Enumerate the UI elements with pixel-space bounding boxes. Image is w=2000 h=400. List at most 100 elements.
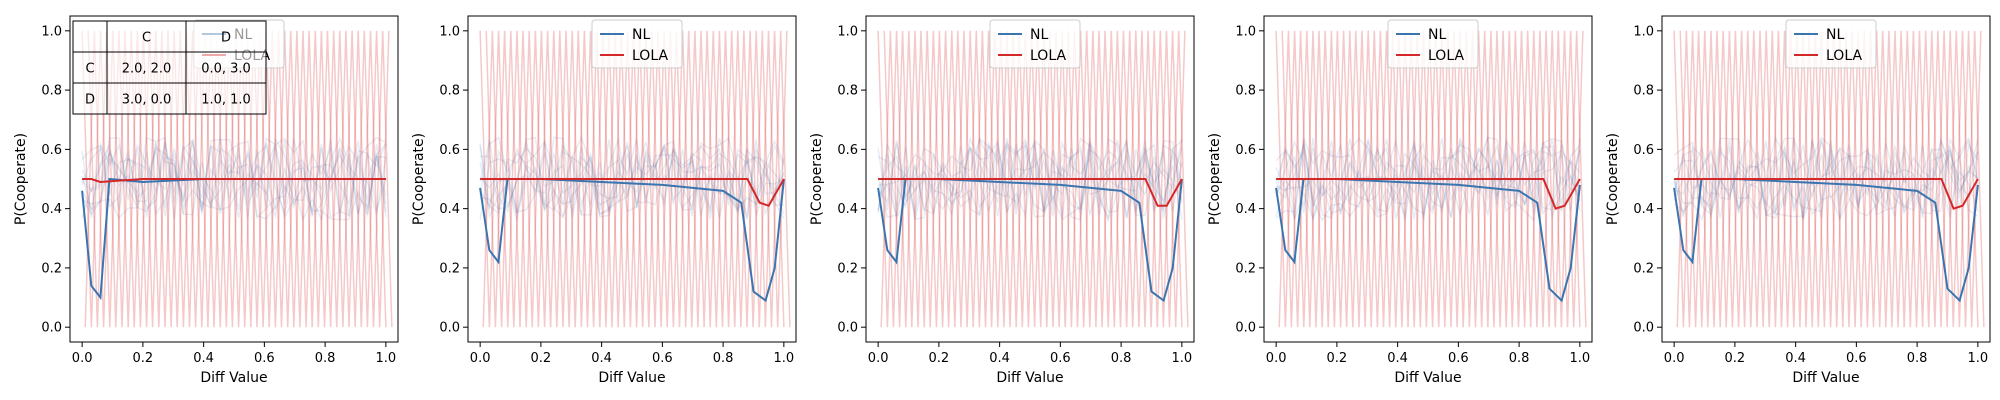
legend: NL LOLA (990, 20, 1080, 68)
table-cell-text: D (85, 93, 95, 108)
y-tick-label: 0.0 (1235, 321, 1256, 336)
x-tick-label: 0.0 (1664, 351, 1685, 366)
x-tick-label: 0.6 (1846, 351, 1867, 366)
legend-label-nl: NL (1826, 27, 1844, 43)
x-tick-label: 0.8 (1111, 351, 1132, 366)
table-cell-text: C (142, 31, 151, 46)
chart-panel-1: 0.0 0.2 0.4 0.6 0.8 1.0 0.0 0.2 0.4 0.6 0.8 1.0 Diff… (13, 16, 398, 386)
y-tick-label: 1.0 (439, 24, 460, 39)
x-tick-label: 0.2 (929, 351, 950, 366)
y-tick-label: 0.8 (837, 84, 858, 99)
y-tick-label: 1.0 (1633, 24, 1654, 39)
chart-panel-4: 0.0 0.2 0.4 0.6 0.8 1.0 0.0 0.2 0.4 0.6 0.8 1.0 Diff… (1207, 16, 1592, 386)
legend-label-nl: NL (1030, 27, 1048, 43)
y-tick-label: 0.6 (837, 143, 858, 158)
y-tick-label: 0.0 (1633, 321, 1654, 336)
plot-area (1674, 31, 1984, 327)
x-tick-label: 0.4 (1387, 351, 1408, 366)
table-cell-text: 0.0, 3.0 (201, 62, 251, 77)
y-tick-label: 0.8 (1633, 84, 1654, 99)
y-tick-label: 0.2 (1235, 261, 1256, 276)
x-tick-label: 0.6 (254, 351, 275, 366)
table-cell (73, 21, 107, 52)
x-tick-label: 0.0 (470, 351, 491, 366)
x-tick-label: 0.0 (1266, 351, 1287, 366)
x-tick-label: 0.2 (1725, 351, 1746, 366)
payoff-table: C D C 2.0, 2.0 0.0, 3.0 D 3.0, 0.0 1.0, 1.0 (73, 21, 266, 114)
plot-area (1276, 31, 1586, 327)
y-tick-label: 0.6 (41, 143, 62, 158)
legend-label-nl: NL (632, 27, 650, 43)
x-tick-label: 0.2 (133, 351, 154, 366)
x-tick-label: 0.0 (72, 351, 93, 366)
x-tick-label: 1.0 (1570, 351, 1591, 366)
chart-panel-5: 0.0 0.2 0.4 0.6 0.8 1.0 0.0 0.2 0.4 0.6 0.8 1.0 Diff… (1605, 16, 1990, 386)
chart-panel-2: 0.0 0.2 0.4 0.6 0.8 1.0 0.0 0.2 0.4 0.6 0.8 1.0 Diff… (411, 16, 796, 386)
plot-area (480, 31, 790, 327)
legend-label-lola: LOLA (1826, 48, 1862, 64)
y-axis-label: P(Cooperate) (809, 133, 825, 225)
x-tick-label: 0.8 (1509, 351, 1530, 366)
y-tick-label: 1.0 (1235, 24, 1256, 39)
x-tick-label: 1.0 (1172, 351, 1193, 366)
y-tick-label: 0.4 (1235, 202, 1256, 217)
x-axis-label: Diff Value (598, 370, 665, 386)
x-tick-label: 0.8 (713, 351, 734, 366)
x-tick-label: 1.0 (774, 351, 795, 366)
y-axis-label: P(Cooperate) (13, 133, 29, 225)
x-axis-label: Diff Value (1792, 370, 1859, 386)
legend: NL LOLA (592, 20, 682, 68)
legend-label-lola: LOLA (1030, 48, 1066, 64)
x-axis-label: Diff Value (1394, 370, 1461, 386)
table-cell-text: 3.0, 0.0 (122, 93, 172, 108)
x-tick-label: 0.8 (315, 351, 336, 366)
y-tick-label: 0.2 (41, 261, 62, 276)
x-tick-label: 0.4 (591, 351, 612, 366)
x-axis-label: Diff Value (200, 370, 267, 386)
y-tick-label: 0.0 (837, 321, 858, 336)
y-tick-label: 0.4 (439, 202, 460, 217)
x-tick-label: 0.2 (531, 351, 552, 366)
y-tick-label: 0.6 (1633, 143, 1654, 158)
y-tick-label: 0.8 (41, 84, 62, 99)
y-tick-label: 0.4 (41, 202, 62, 217)
y-tick-label: 0.2 (439, 261, 460, 276)
y-tick-label: 1.0 (837, 24, 858, 39)
y-tick-label: 0.4 (837, 202, 858, 217)
legend-label-lola: LOLA (632, 48, 668, 64)
x-tick-label: 0.4 (1785, 351, 1806, 366)
y-tick-label: 0.0 (439, 321, 460, 336)
chart-panel-3: 0.0 0.2 0.4 0.6 0.8 1.0 0.0 0.2 0.4 0.6 0.8 1.0 Diff… (809, 16, 1194, 386)
legend-label-lola: LOLA (1428, 48, 1464, 64)
x-tick-label: 0.6 (652, 351, 673, 366)
legend: NL LOLA (1786, 20, 1876, 68)
y-tick-label: 0.4 (1633, 202, 1654, 217)
legend: NL LOLA (1388, 20, 1478, 68)
x-axis-label: Diff Value (996, 370, 1063, 386)
x-tick-label: 0.4 (989, 351, 1010, 366)
plot-area (878, 31, 1188, 327)
table-cell-text: 2.0, 2.0 (122, 62, 172, 77)
x-tick-label: 1.0 (1968, 351, 1989, 366)
y-axis-label: P(Cooperate) (1207, 133, 1223, 225)
y-tick-label: 0.6 (1235, 143, 1256, 158)
y-tick-label: 0.2 (837, 261, 858, 276)
y-tick-label: 0.6 (439, 143, 460, 158)
x-tick-label: 0.6 (1050, 351, 1071, 366)
table-cell-text: C (85, 62, 94, 77)
y-axis-label: P(Cooperate) (411, 133, 427, 225)
table-cell-text: D (221, 31, 231, 46)
x-tick-label: 0.2 (1327, 351, 1348, 366)
x-tick-label: 1.0 (376, 351, 397, 366)
table-cell-text: 1.0, 1.0 (201, 93, 251, 108)
y-tick-label: 1.0 (41, 24, 62, 39)
y-tick-label: 0.0 (41, 321, 62, 336)
x-tick-label: 0.0 (868, 351, 889, 366)
x-tick-label: 0.8 (1907, 351, 1928, 366)
y-tick-label: 0.8 (439, 84, 460, 99)
y-tick-label: 0.8 (1235, 84, 1256, 99)
y-tick-label: 0.2 (1633, 261, 1654, 276)
legend-label-nl: NL (1428, 27, 1446, 43)
x-tick-label: 0.6 (1448, 351, 1469, 366)
